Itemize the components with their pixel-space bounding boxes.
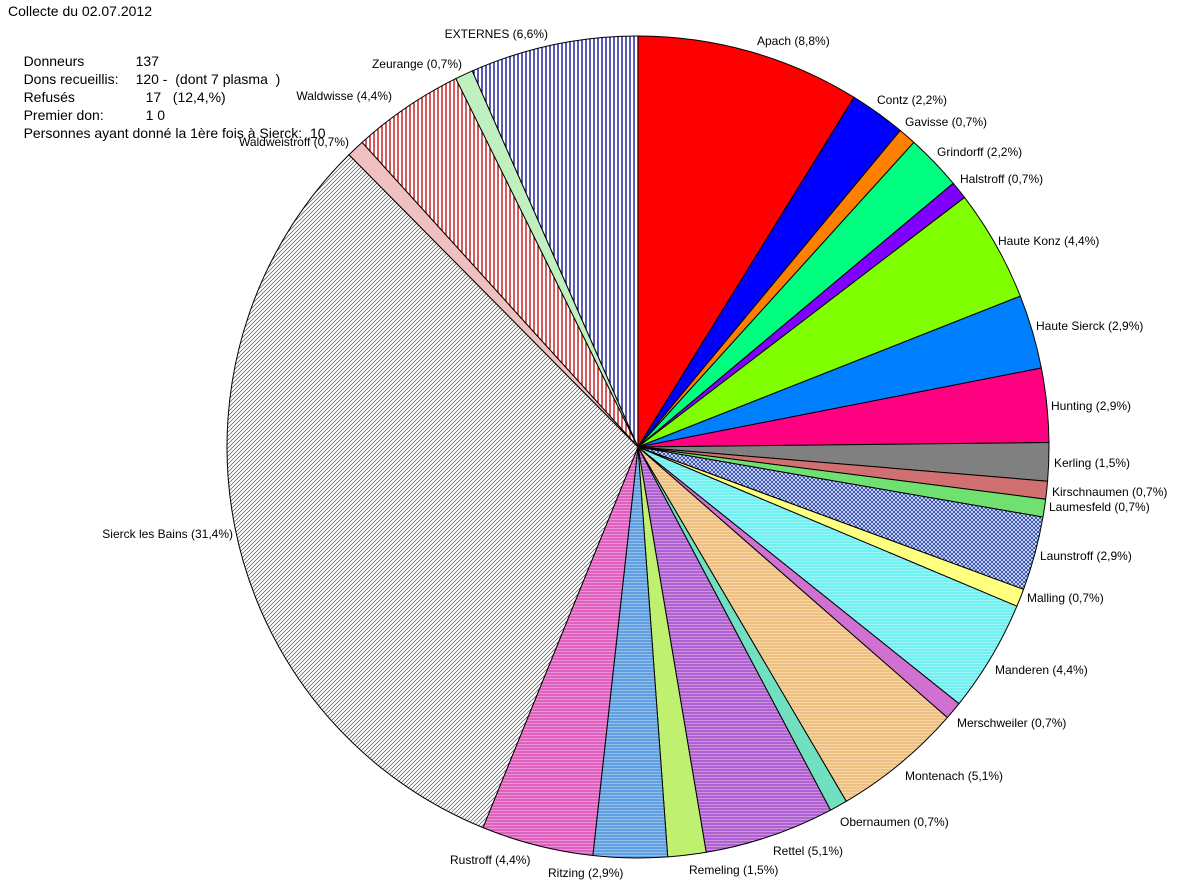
slice-label-malling: Malling (0,7%) (1027, 591, 1104, 605)
pie-labels: Apach (8,8%) Contz (2,2%) Gavisse (0,7%) Gr… (102, 27, 1167, 880)
summary-label: Dons recueillis: (23, 71, 119, 87)
slice-label-montenach: Montenach (5,1%) (905, 769, 1003, 783)
summary-value: 10 (309, 125, 326, 141)
summary-value: 137 (135, 53, 159, 69)
slice-label-gavisse: Gavisse (0,7%) (905, 115, 987, 129)
slice-label-contz: Contz (2,2%) (877, 93, 947, 107)
summary-value: 17 (12,4,%) (145, 89, 226, 105)
summary-title: Collecte du 02.07.2012 (8, 3, 152, 19)
pie-slice-apach (637, 35, 855, 449)
slice-label-kirschnaumen: Kirschnaumen (0,7%) (1052, 485, 1167, 499)
slice-label-externes: EXTERNES (6,6%) (445, 27, 548, 41)
slice-label-halstroff: Halstroff (0,7%) (960, 172, 1043, 186)
slice-label-kerling: Kerling (1,5%) (1054, 456, 1130, 470)
slice-label-rettel: Rettel (5,1%) (773, 844, 843, 858)
summary-label: Donneurs (23, 53, 85, 69)
slice-label-sierck-les-bains: Sierck les Bains (31,4%) (102, 527, 233, 541)
slice-label-haute-sierck: Haute Sierck (2,9%) (1036, 319, 1143, 333)
slice-label-hunting: Hunting (2,9%) (1051, 399, 1131, 413)
summary-value: 120 - (dont 7 plasma ) (135, 71, 281, 87)
slice-label-haute-konz: Haute Konz (4,4%) (998, 234, 1099, 248)
slice-label-waldwisse: Waldwisse (4,4%) (296, 89, 392, 103)
pie-slices (226, 35, 1050, 859)
summary-row-premier-don: Premier don: 1 0 (8, 88, 326, 123)
summary-label: Premier don: (23, 107, 104, 123)
slice-label-laumesfeld: Laumesfeld (0,7%) (1049, 500, 1150, 514)
slice-label-manderen: Manderen (4,4%) (995, 663, 1088, 677)
slice-label-ritzing: Ritzing (2,9%) (548, 866, 623, 880)
summary-row-premiere-fois: Personnes ayant donné la 1ère fois à Sie… (8, 106, 326, 141)
summary-panel: Collecte du 02.07.2012 Donneurs 137 Dons … (8, 2, 326, 141)
summary-row-donneurs: Donneurs 137 (8, 34, 326, 69)
summary-value: 1 0 (145, 107, 166, 123)
slice-label-grindorff: Grindorff (2,2%) (937, 145, 1022, 159)
pie-slice-sierck-les-bains (226, 154, 639, 829)
slice-label-remeling: Remeling (1,5%) (689, 863, 778, 877)
summary-row-dons: Dons recueillis: 120 - (dont 7 plasma ) (8, 52, 326, 87)
pie-slice-externes (471, 35, 639, 448)
slice-label-merschweiler: Merschweiler (0,7%) (957, 716, 1066, 730)
slice-label-waldweistroff: Waldweistroff (0,7%) (239, 135, 349, 149)
slice-label-launstroff: Launstroff (2,9%) (1040, 549, 1132, 563)
slice-label-apach: Apach (8,8%) (757, 34, 830, 48)
summary-label: Personnes ayant donné la 1ère fois à Sie… (23, 125, 303, 141)
slice-label-zeurange: Zeurange (0,7%) (372, 57, 462, 71)
summary-label: Refusés (23, 89, 75, 105)
slice-label-obernaumen: Obernaumen (0,7%) (840, 815, 949, 829)
slice-label-rustroff: Rustroff (4,4%) (450, 853, 530, 867)
summary-row-refuses: Refusés 17 (12,4,%) (8, 70, 326, 105)
